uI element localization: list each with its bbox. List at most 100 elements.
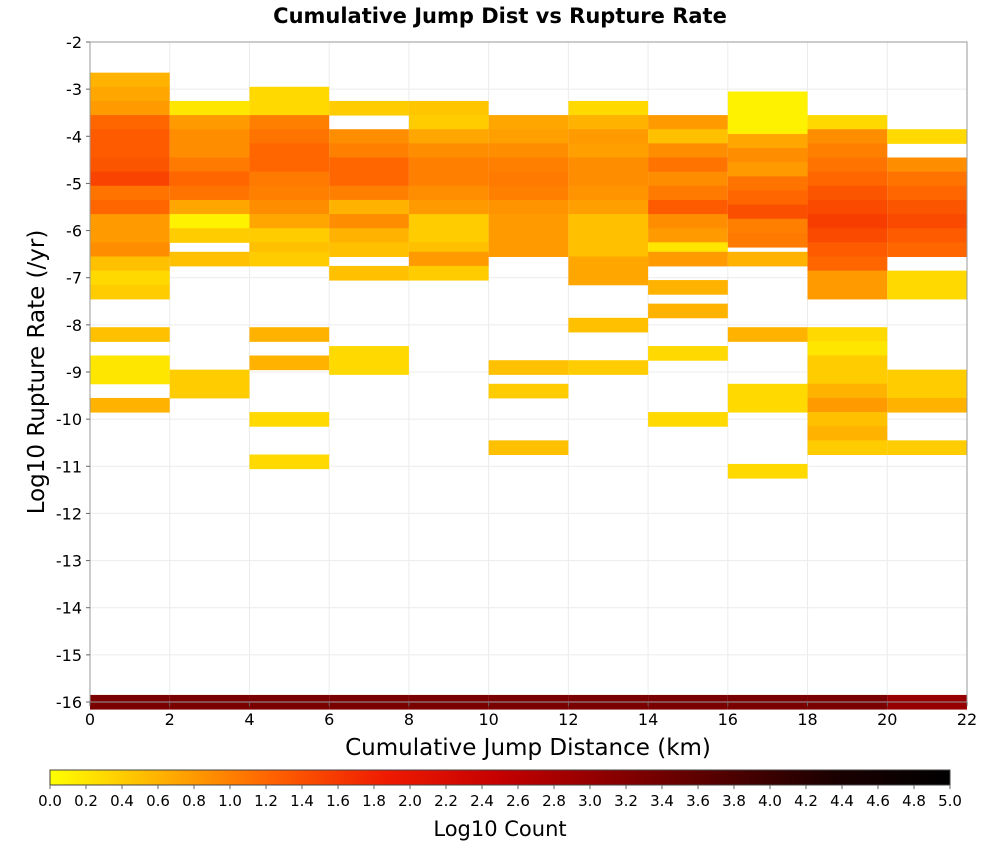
- heatmap-cell: [249, 454, 330, 470]
- heatmap-cell: [329, 199, 409, 215]
- heatmap-cell: [408, 199, 489, 215]
- colorbar-tick-label: 2.2: [434, 792, 458, 810]
- heatmap-cell: [408, 251, 489, 267]
- x-axis-label: Cumulative Jump Distance (km): [345, 735, 711, 761]
- heatmap-cell: [648, 143, 728, 158]
- heatmap-cell: [648, 115, 728, 130]
- heatmap-cell: [169, 185, 250, 201]
- y-tick-label: -14: [56, 599, 82, 618]
- colorbar-tick-label: 3.6: [686, 792, 710, 810]
- heatmap-cell: [249, 143, 330, 158]
- heatmap-cell: [90, 199, 170, 215]
- heatmap-cell: [249, 100, 330, 116]
- heatmap-cell: [568, 214, 649, 229]
- heatmap-cell: [329, 346, 409, 361]
- x-tick-label: 14: [638, 710, 658, 729]
- heatmap-cell: [249, 157, 330, 173]
- heatmap-cell: [488, 171, 569, 187]
- y-tick-label: -9: [66, 363, 82, 382]
- heatmap-cell: [90, 397, 170, 413]
- heatmap-cell: [727, 218, 808, 234]
- y-tick-label: -2: [66, 33, 82, 52]
- heatmap-cell: [90, 129, 170, 144]
- heatmap-cell: [568, 256, 649, 272]
- heatmap-cell: [408, 265, 489, 281]
- heatmap-cell: [90, 284, 170, 300]
- heatmap-cell: [727, 190, 808, 206]
- heatmap-cell: [807, 256, 888, 272]
- heatmap-cell: [887, 383, 967, 399]
- heatmap-cell: [727, 105, 808, 121]
- heatmap-cells: [90, 72, 967, 710]
- heatmap-cell: [249, 199, 330, 215]
- colorbar-tick-label: 2.0: [398, 792, 422, 810]
- heatmap-cell: [727, 383, 808, 399]
- heatmap-cell: [568, 185, 649, 201]
- heatmap-cell: [169, 157, 250, 173]
- heatmap-cell: [887, 369, 967, 385]
- heatmap-cell: [90, 157, 170, 173]
- heatmap-cell: [90, 270, 170, 286]
- heatmap-cell: [169, 214, 250, 229]
- heatmap-cell: [727, 251, 808, 267]
- heatmap-cell: [169, 100, 250, 116]
- heatmap-cell: [488, 157, 569, 173]
- colorbar-gradient: [49, 769, 951, 786]
- heatmap-cell: [329, 214, 409, 229]
- heatmap-cell: [887, 270, 967, 286]
- colorbar-tick-label: 2.4: [470, 792, 494, 810]
- heatmap-cell: [488, 360, 569, 375]
- chart-title: Cumulative Jump Dist vs Rupture Rate: [273, 4, 727, 28]
- heatmap-cell: [568, 360, 649, 375]
- colorbar-tick-label: 0.0: [38, 792, 62, 810]
- heatmap-cell: [727, 463, 808, 479]
- heatmap-cell: [727, 232, 808, 248]
- heatmap-cell: [568, 270, 649, 286]
- heatmap-cell: [568, 171, 649, 187]
- heatmap-cell: [568, 129, 649, 144]
- heatmap-cell: [807, 115, 888, 130]
- heatmap-cell: [169, 383, 250, 399]
- colorbar-tick-label: 3.2: [614, 792, 638, 810]
- heatmap-cell: [807, 185, 888, 201]
- heatmap-cell: [488, 228, 569, 243]
- y-tick-label: -3: [66, 80, 82, 99]
- heatmap-cell: [169, 115, 250, 130]
- heatmap-cell: [807, 426, 888, 441]
- heatmap-cell: [648, 129, 728, 144]
- heatmap-cell: [408, 129, 489, 144]
- y-axis: -2 -3 -4 -5 -6 -7 -8 -9 -10 -11 -12 -13 -14 -15 -16: [56, 33, 90, 712]
- heatmap-cell: [90, 72, 170, 88]
- heatmap-cell: [169, 171, 250, 187]
- heatmap-cell: [329, 228, 409, 243]
- heatmap-cell: [408, 214, 489, 229]
- heatmap-cell: [807, 214, 888, 229]
- heatmap-cell: [408, 185, 489, 201]
- heatmap-cell: [807, 327, 888, 342]
- y-tick-label: -15: [56, 646, 82, 665]
- heatmap-cell: [329, 157, 409, 173]
- colorbar: 0.0 0.2 0.4 0.6 0.8 1.0 1.2 1.4 1.6 1.8 2.0 2.2 2.4 2…: [38, 769, 962, 841]
- heatmap-cell: [648, 346, 728, 361]
- x-tick-label: 10: [478, 710, 498, 729]
- heatmap-cell: [887, 242, 967, 257]
- heatmap-cell: [488, 115, 569, 130]
- heatmap-cell: [648, 157, 728, 173]
- y-tick-label: -7: [66, 269, 82, 288]
- heatmap-cell: [568, 115, 649, 130]
- heatmap-cell: [568, 199, 649, 215]
- heatmap-cell: [807, 341, 888, 356]
- colorbar-tick-label: 4.8: [902, 792, 926, 810]
- heatmap-cell: [408, 143, 489, 158]
- y-tick-label: -11: [56, 457, 82, 476]
- heatmap-cell: [807, 412, 888, 427]
- heatmap-cell: [408, 115, 489, 130]
- heatmap-cell: [249, 355, 330, 371]
- heatmap-cell: [90, 115, 170, 130]
- heatmap-cell: [488, 242, 569, 257]
- colorbar-tick-label: 1.6: [326, 792, 350, 810]
- colorbar-tick-label: 2.8: [542, 792, 566, 810]
- heatmap-cell: [90, 171, 170, 187]
- y-tick-label: -13: [56, 552, 82, 571]
- heatmap-cell: [727, 133, 808, 149]
